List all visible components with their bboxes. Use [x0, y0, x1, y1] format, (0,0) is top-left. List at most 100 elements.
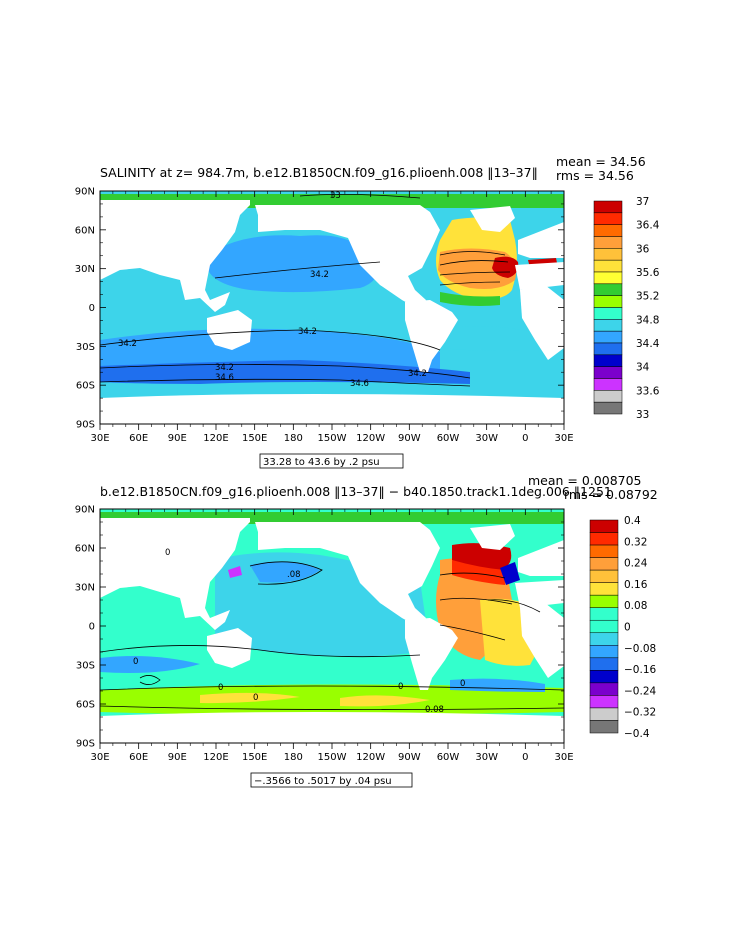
colorbar-swatch	[589, 670, 619, 684]
panel2-land-antarctica	[100, 712, 564, 743]
panel1-north-pacific	[208, 235, 380, 293]
panel2-title: b.e12.B1850CN.f09_g16.plioenh.008 ‖13–37…	[100, 484, 612, 499]
panel2-southern-yellow	[200, 692, 300, 704]
x-tick-label: 150E	[242, 433, 267, 444]
panel1-contour-label: 34.2	[118, 339, 137, 349]
colorbar-swatch	[589, 569, 619, 583]
panel1-contour-line	[439, 260, 509, 266]
y-tick-label: 0	[89, 622, 95, 633]
panel1-contour-label: 34.2	[298, 327, 317, 337]
colorbar-label: 34.8	[636, 314, 659, 326]
colorbar-swatch	[589, 682, 619, 696]
colorbar-label: 33	[636, 409, 649, 421]
colorbar-label: 0.08	[624, 600, 647, 612]
panel2-indian-band	[100, 656, 200, 673]
colorbar-swatch	[593, 248, 623, 261]
panel1-mean: mean = 34.56	[556, 154, 646, 169]
colorbar-label: 0.32	[624, 536, 647, 548]
panel2-land-south-america	[405, 618, 458, 690]
panel-2: b.e12.B1850CN.f09_g16.plioenh.008 ‖13–37…	[75, 473, 658, 788]
x-tick-label: 90W	[398, 752, 421, 763]
x-tick-label: 150W	[318, 433, 347, 444]
colorbar-swatch	[593, 401, 623, 415]
y-tick-label: 90S	[76, 420, 95, 431]
colorbar-label: 34	[636, 362, 650, 374]
colorbar-swatch	[589, 657, 619, 671]
colorbar-swatch	[593, 212, 623, 225]
colorbar-swatch	[593, 283, 623, 296]
panel2-mean: mean = 0.008705	[528, 473, 642, 488]
panel2-contour-line	[439, 597, 513, 605]
x-tick-label: 30E	[554, 752, 573, 763]
panel2-contour-line	[439, 624, 506, 641]
x-tick-label: 120W	[356, 433, 385, 444]
panel2-map: 0 .08 0 0 0 0 0 0.08	[100, 509, 564, 743]
panel1-map: 33 34.2 34.2 34.2 34.2 34.6 34.2 34.6	[100, 191, 564, 424]
panel2-contours	[100, 561, 564, 710]
panel1-contour-label: 34.2	[310, 270, 329, 280]
colorbar-swatch	[589, 532, 619, 546]
panel2-atlantic-red	[452, 543, 512, 570]
y-tick-label: 90S	[76, 739, 95, 750]
colorbar-swatch	[593, 271, 623, 285]
panel2-southern-yellow-2	[340, 695, 430, 707]
y-tick-label: 90N	[75, 505, 95, 516]
x-tick-label: 180	[284, 433, 303, 444]
panel1-contour-line	[100, 378, 471, 387]
x-tick-label: 60W	[437, 752, 460, 763]
y-tick-label: 90N	[75, 187, 95, 198]
panel1-land-australia	[207, 310, 252, 350]
x-tick-label: 0	[522, 433, 528, 444]
panel1-land-greenland	[470, 206, 515, 232]
x-tick-label: 60E	[129, 752, 148, 763]
panel1-title: SALINITY at z= 984.7m, b.e12.B1850CN.f09…	[100, 165, 538, 180]
panel1-atlantic-green	[440, 292, 500, 306]
panel1-contour-line	[100, 364, 471, 379]
colorbar-swatch	[593, 354, 623, 367]
colorbar-swatch	[589, 645, 619, 659]
panel1-land-americas-north	[255, 205, 440, 310]
colorbar-swatch	[593, 319, 623, 332]
colorbar-swatch	[593, 236, 623, 249]
colorbar-swatch	[589, 695, 619, 709]
panel2-contour-line	[100, 685, 564, 691]
panel1-south-atlantic	[440, 326, 520, 351]
colorbar-label: −0.32	[624, 707, 656, 719]
colorbar-swatch	[593, 342, 623, 356]
colorbar-label: 36.4	[636, 220, 660, 232]
x-tick-label: 90W	[398, 433, 421, 444]
panel1-contour-line	[214, 261, 381, 279]
x-tick-label: 30E	[90, 433, 109, 444]
y-tick-label: 30N	[75, 264, 95, 275]
colorbar-swatch	[589, 720, 619, 734]
panel1-contour-label: 34.2	[215, 363, 234, 373]
panel1-land	[100, 200, 564, 424]
panel1-land-south-america	[405, 300, 458, 372]
panel2-contour-label: 0	[398, 682, 403, 692]
colorbar-swatch	[589, 544, 619, 558]
panel2-contour-line	[439, 572, 506, 579]
colorbar-label: 35.6	[636, 267, 660, 279]
colorbar-swatch	[589, 707, 619, 721]
colorbar-label: 34.4	[636, 338, 660, 350]
panel2-magenta-patch	[228, 566, 242, 578]
colorbar-label: 0.24	[624, 558, 648, 570]
x-tick-label: 30W	[475, 752, 498, 763]
x-tick-label: 30E	[554, 433, 573, 444]
panel1-rms: rms = 34.56	[556, 168, 634, 183]
x-tick-label: 90E	[168, 433, 187, 444]
x-tick-label: 120E	[203, 752, 228, 763]
panel1-land-europe	[518, 222, 564, 258]
panel1-contour-line	[439, 251, 506, 256]
colorbar-swatch	[593, 378, 623, 391]
panel2-land-americas-north	[255, 522, 440, 628]
colorbar-swatch	[593, 200, 623, 214]
panel1-contour-line	[100, 329, 441, 351]
panel1-colorbar: 37 36.4 36 35.6 35.2 34.8 34.4 34 33.6 33	[593, 196, 660, 421]
x-tick-label: 60E	[129, 433, 148, 444]
panel2-contour-line	[139, 675, 161, 685]
panel1-southern-deep	[100, 360, 470, 384]
panel2-atlantic-redorange	[452, 560, 505, 585]
panel2-contour-line	[100, 645, 421, 658]
x-tick-label: 120W	[356, 752, 385, 763]
